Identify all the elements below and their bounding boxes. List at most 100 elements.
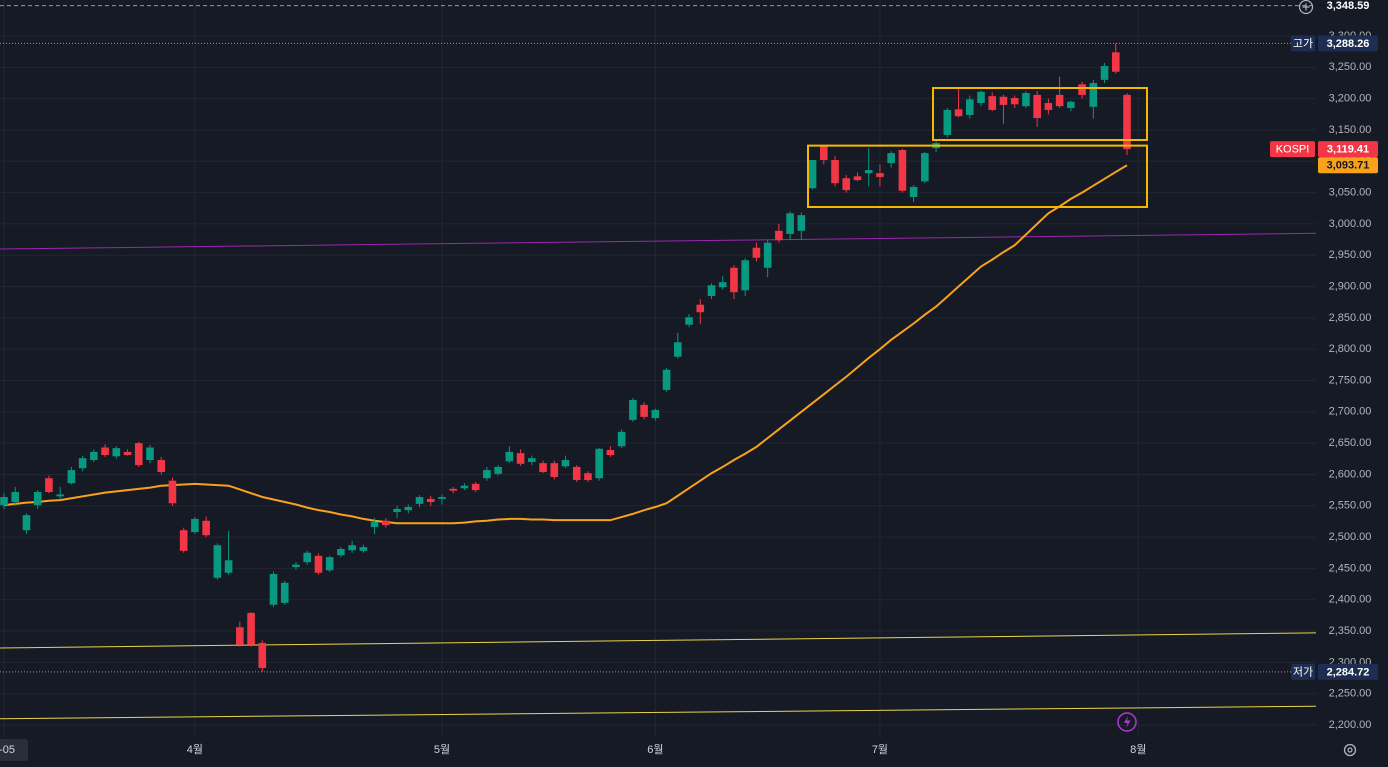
y-tick-label: 2,500.00: [1329, 531, 1372, 543]
candle-body: [662, 369, 671, 390]
candle-body: [494, 466, 502, 474]
candle-body: [965, 99, 974, 115]
y-tick-label: 2,350.00: [1329, 625, 1372, 637]
candle-body: [775, 230, 783, 241]
candle-body: [258, 642, 267, 668]
candle-body: [415, 496, 424, 504]
price-badge: [1318, 663, 1378, 680]
trendline: [0, 705, 1317, 720]
candle-body: [943, 109, 952, 135]
candle-body: [303, 552, 312, 563]
x-tick-label: 5월: [434, 743, 450, 756]
candle-body: [101, 447, 109, 456]
candle-body: [146, 447, 154, 461]
candle-body: [572, 466, 581, 481]
highlight-box: [932, 86, 1148, 141]
candle-body: [718, 282, 727, 288]
candle-body: [1123, 94, 1131, 150]
candle-body: [202, 520, 210, 536]
price-badge-tag: [1291, 663, 1315, 680]
candle-body: [236, 627, 244, 645]
candle-body: [359, 547, 368, 551]
candle-body: [1078, 84, 1086, 95]
candle-body: [528, 458, 536, 462]
candle-body: [539, 463, 547, 472]
y-tick-label: 3,050.00: [1329, 187, 1372, 199]
candle-body: [887, 153, 895, 164]
y-tick-label: 2,650.00: [1329, 437, 1372, 449]
candle-body: [977, 91, 985, 104]
candle-body: [752, 247, 761, 258]
candle-body: [921, 153, 929, 182]
candle-body: [314, 555, 323, 573]
time-axis: [0, 737, 1316, 767]
candle-body: [449, 488, 457, 491]
candle-body: [438, 496, 446, 499]
trendline: [0, 632, 1317, 649]
candle-body: [741, 260, 749, 291]
candle-body: [247, 612, 255, 645]
candle-body: [988, 96, 997, 110]
add-icon[interactable]: [1298, 0, 1314, 15]
candle-body: [134, 443, 143, 466]
y-tick-label: 2,850.00: [1329, 312, 1372, 324]
y-tick-label: 2,200.00: [1329, 719, 1372, 731]
candle-body: [460, 485, 469, 489]
plot-area: [0, 0, 1317, 737]
candle-body: [584, 473, 592, 481]
candle-body: [393, 508, 401, 513]
lightning-icon[interactable]: [1117, 712, 1137, 732]
candle-body: [483, 470, 491, 479]
candle-body: [842, 178, 851, 191]
candle-body: [730, 267, 738, 293]
price-badge-tag: [1270, 141, 1315, 158]
candle-body: [382, 520, 390, 526]
candle-body: [1022, 93, 1030, 107]
candle-body: [0, 496, 8, 506]
y-tick-label: 3,150.00: [1329, 124, 1372, 136]
y-tick-label: 3,000.00: [1329, 218, 1372, 230]
x-tick-label: 6월: [647, 743, 663, 756]
candle-body: [471, 483, 480, 491]
price-badge-label: 3,093.71: [1327, 160, 1370, 172]
candle-body: [90, 451, 98, 461]
candle-body: [954, 109, 963, 117]
y-tick-label: 2,600.00: [1329, 468, 1372, 480]
x-tick-label: 7월: [872, 743, 888, 756]
candle-body: [898, 150, 907, 191]
candle-body: [505, 451, 514, 462]
candle-body: [191, 518, 199, 533]
candle-body: [337, 548, 345, 556]
candle-body: [909, 186, 918, 197]
candle-body: [224, 560, 233, 573]
price-badge: [1318, 0, 1378, 14]
candle-body: [516, 453, 525, 464]
candle-body: [280, 582, 289, 603]
candle-body: [853, 176, 862, 181]
price-badge-label: 2,284.72: [1327, 666, 1370, 678]
highlight-box: [807, 144, 1148, 209]
y-tick-label: 2,250.00: [1329, 688, 1372, 700]
settings-icon[interactable]: [1343, 743, 1357, 757]
candle-body: [157, 460, 166, 472]
candle-body: [763, 242, 772, 268]
candle-body: [348, 545, 356, 551]
candle-body: [426, 498, 435, 503]
price-badge: [1318, 157, 1378, 174]
candle-body: [292, 564, 300, 568]
y-tick-label: 2,950.00: [1329, 249, 1372, 261]
candle-body: [45, 478, 53, 492]
candle-body: [22, 515, 31, 531]
price-badge-tag: [1291, 35, 1315, 52]
candle-body: [1100, 66, 1109, 80]
candle-body: [876, 173, 884, 177]
price-badge-label: 3,348.59: [1327, 0, 1370, 12]
candle-body: [1033, 94, 1041, 119]
candle-body: [999, 96, 1008, 105]
y-tick-label: 2,900.00: [1329, 280, 1372, 292]
candle-body: [808, 160, 817, 189]
